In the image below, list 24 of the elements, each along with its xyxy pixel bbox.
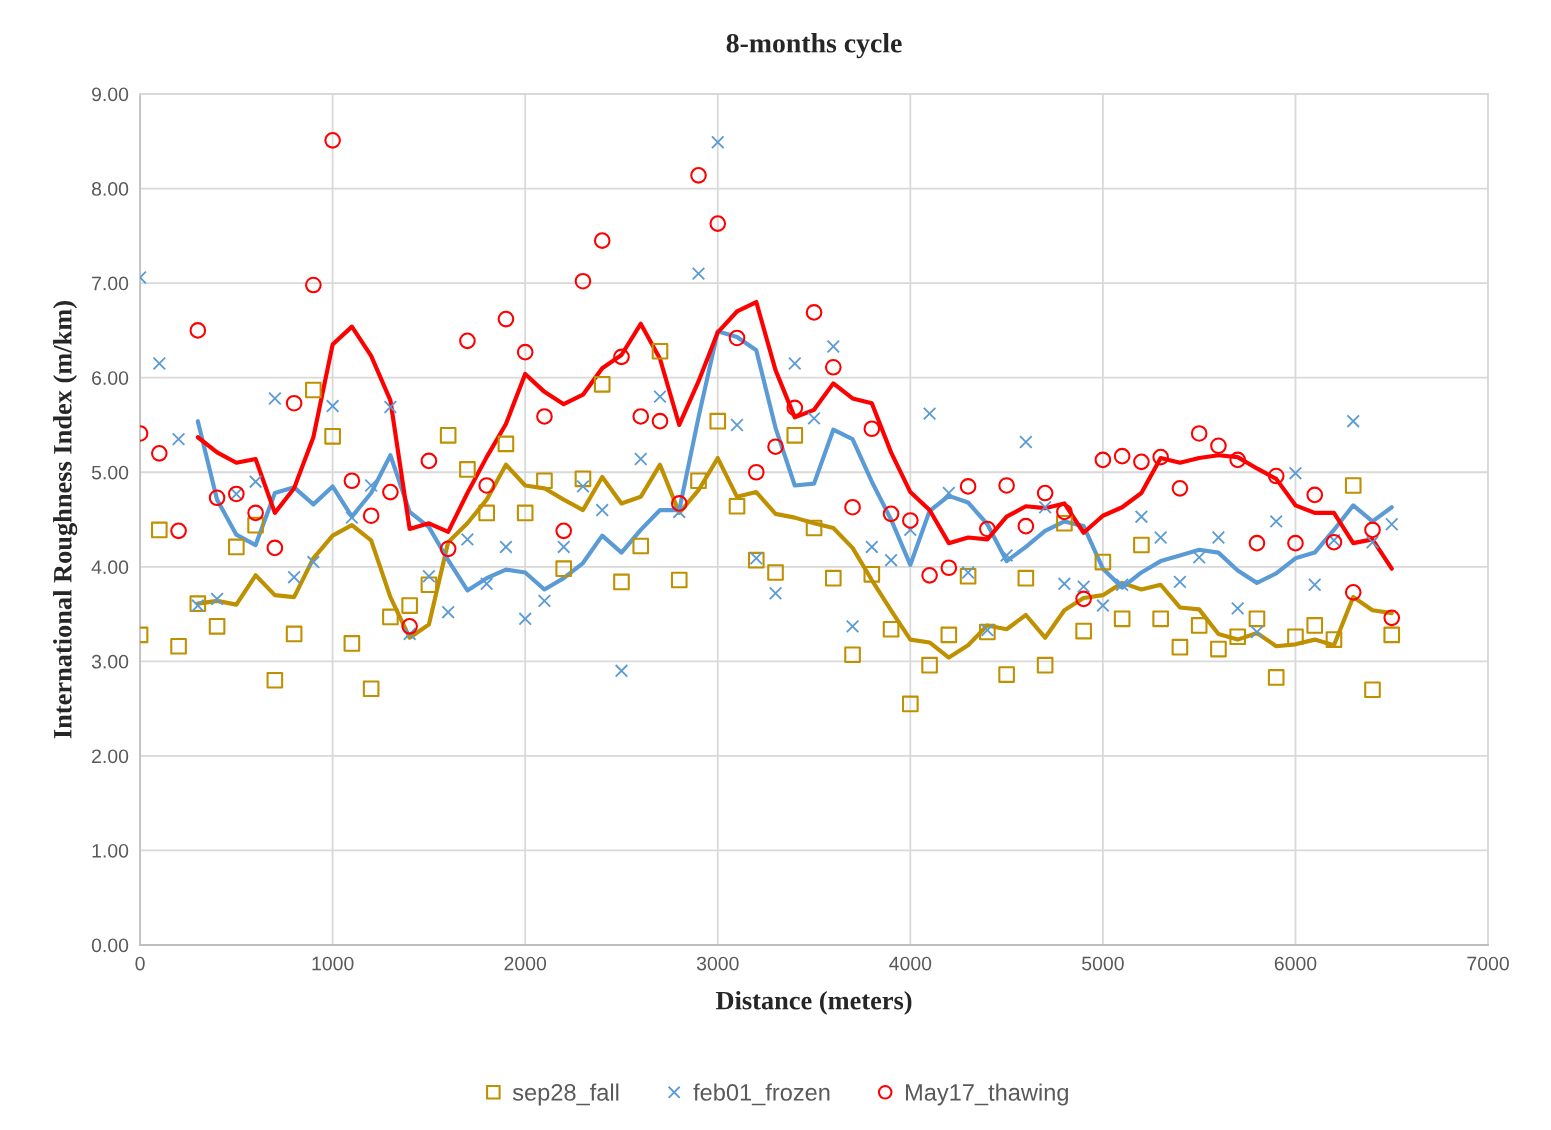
x-axis-title: Distance (meters) bbox=[715, 990, 912, 1015]
y-tick-label: 8.00 bbox=[91, 182, 129, 196]
y-tick-label: 5.00 bbox=[91, 465, 129, 480]
x-tick-label: 0 bbox=[135, 956, 145, 971]
x-tick-label: 5000 bbox=[1082, 956, 1124, 971]
legend-label: May17_thawing bbox=[906, 1083, 1068, 1106]
legend-label: feb01_frozen bbox=[693, 1083, 830, 1106]
y-tick-label: 9.00 bbox=[92, 87, 129, 102]
y-tick-label: 7.00 bbox=[92, 276, 129, 291]
y-tick-label: 2.00 bbox=[92, 749, 129, 764]
y-tick-label: 0.00 bbox=[91, 938, 129, 953]
y-tick-label: 4.00 bbox=[91, 560, 129, 575]
chart-title: 8-months cycle bbox=[726, 33, 902, 59]
x-tick-label: 7000 bbox=[1467, 956, 1509, 971]
y-axis-title: International Roughness Index (m/km) bbox=[53, 301, 78, 739]
x-tick-label: 4000 bbox=[889, 956, 932, 971]
y-tick-label: 3.00 bbox=[91, 654, 129, 669]
x-tick-label: 3000 bbox=[696, 956, 739, 971]
x-tick-label: 2000 bbox=[504, 956, 547, 971]
y-tick-label: 1.00 bbox=[92, 843, 129, 858]
legend-label: sep28_fall bbox=[512, 1083, 619, 1106]
x-tick-label: 1000 bbox=[312, 956, 354, 971]
x-tick-label: 6000 bbox=[1274, 956, 1317, 971]
y-tick-label: 6.00 bbox=[92, 371, 129, 385]
